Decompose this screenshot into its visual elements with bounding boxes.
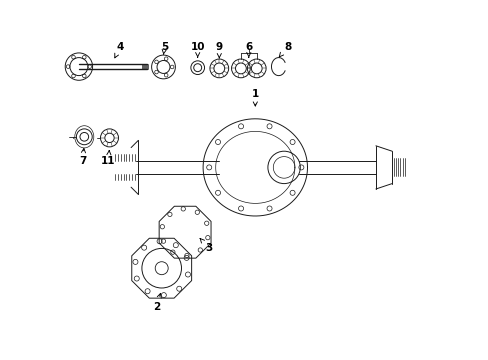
Text: 8: 8 (279, 42, 291, 57)
Text: 9: 9 (215, 42, 223, 58)
Text: 5: 5 (161, 42, 168, 55)
Text: 1: 1 (251, 89, 258, 106)
Text: 7: 7 (79, 148, 86, 166)
Text: 4: 4 (115, 42, 124, 58)
Text: 6: 6 (244, 42, 252, 57)
Text: 10: 10 (190, 42, 204, 57)
Text: 11: 11 (101, 150, 116, 166)
Text: 3: 3 (200, 238, 212, 253)
Text: 2: 2 (152, 293, 161, 312)
